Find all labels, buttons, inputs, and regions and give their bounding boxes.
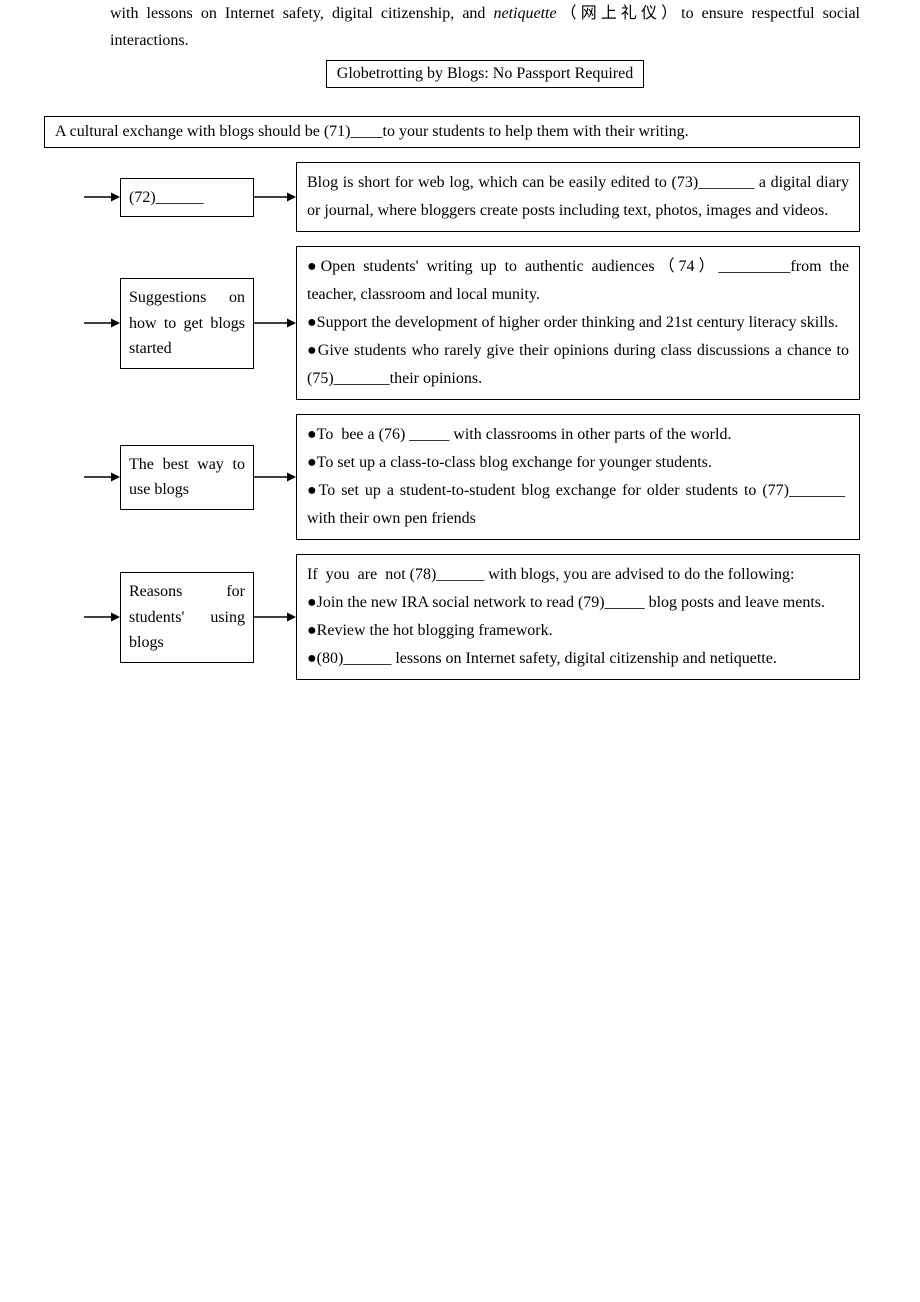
intro-paragraph: with lessons on Internet safety, digital… — [110, 0, 860, 54]
title-box: Globetrotting by Blogs: No Passport Requ… — [326, 60, 644, 88]
left-label-box: Reasons for students' using blogs — [120, 572, 254, 663]
rows-container: (72)______ Blog is short for web log, wh… — [110, 162, 860, 680]
left-label-box: The best way to use blogs — [120, 445, 254, 510]
diagram-row: The best way to use blogs ●To bee a (76)… — [110, 414, 860, 540]
arrow-mid-icon — [254, 190, 296, 204]
right-content-box: If you are not (78)______ with blogs, yo… — [296, 554, 860, 680]
diagram-row: Reasons for students' using blogs If you… — [110, 554, 860, 680]
left-label-box: Suggestions on how to get blogs started — [120, 278, 254, 369]
arrow-in-icon — [84, 190, 120, 204]
right-content-box: Blog is short for web log, which can be … — [296, 162, 860, 232]
title-text: Globetrotting by Blogs: No Passport Requ… — [337, 65, 633, 82]
arrow-mid-icon — [254, 316, 296, 330]
subtitle-box: A cultural exchange with blogs should be… — [44, 116, 860, 148]
left-label-box: (72)______ — [120, 178, 254, 218]
arrow-in-icon — [84, 470, 120, 484]
subtitle-text: A cultural exchange with blogs should be… — [55, 123, 689, 140]
right-content-box: ●Open students' writing up to authentic … — [296, 246, 860, 400]
right-content-box: ●To bee a (76) _____ with classrooms in … — [296, 414, 860, 540]
diagram-row: Suggestions on how to get blogs started … — [110, 246, 860, 400]
diagram-row: (72)______ Blog is short for web log, wh… — [110, 162, 860, 232]
arrow-mid-icon — [254, 470, 296, 484]
arrow-mid-icon — [254, 610, 296, 624]
arrow-in-icon — [84, 316, 120, 330]
arrow-in-icon — [84, 610, 120, 624]
